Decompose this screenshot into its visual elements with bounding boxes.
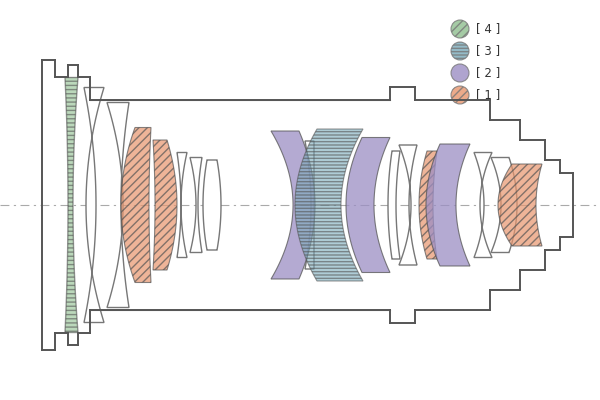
Polygon shape (190, 158, 202, 252)
Polygon shape (271, 131, 315, 279)
Circle shape (451, 86, 469, 104)
Text: [ 3 ]: [ 3 ] (476, 44, 500, 58)
Polygon shape (203, 160, 221, 250)
Text: [ 1 ]: [ 1 ] (476, 88, 500, 102)
Polygon shape (305, 141, 314, 269)
Polygon shape (121, 128, 151, 282)
Polygon shape (474, 152, 492, 258)
Circle shape (451, 20, 469, 38)
Circle shape (451, 42, 469, 60)
Polygon shape (177, 152, 187, 258)
Text: [ 2 ]: [ 2 ] (476, 66, 500, 80)
Polygon shape (295, 129, 363, 281)
Polygon shape (388, 151, 400, 259)
Polygon shape (107, 102, 129, 308)
Polygon shape (491, 158, 517, 252)
Polygon shape (153, 140, 177, 270)
Circle shape (451, 64, 469, 82)
Polygon shape (65, 78, 78, 332)
Polygon shape (346, 138, 390, 272)
Polygon shape (426, 144, 470, 266)
Polygon shape (399, 145, 417, 265)
Polygon shape (84, 88, 104, 322)
Text: [ 4 ]: [ 4 ] (476, 22, 500, 36)
Polygon shape (498, 164, 542, 246)
Polygon shape (419, 151, 437, 259)
